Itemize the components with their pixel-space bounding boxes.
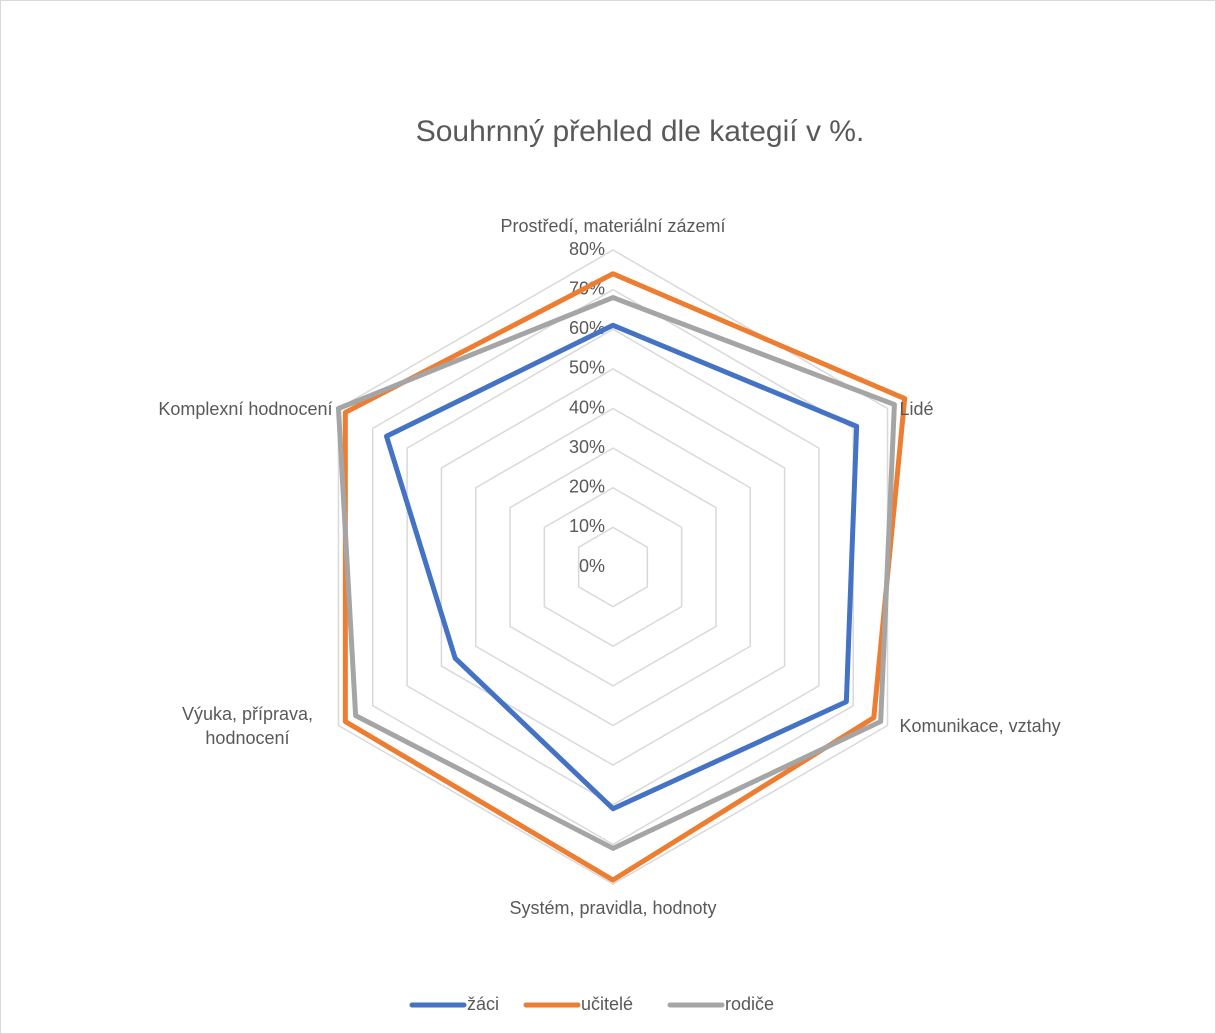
chart-title: Souhrnný přehled dle kategií v %. — [416, 115, 865, 148]
r-tick-label: 10% — [569, 516, 605, 536]
category-label: Lidé — [899, 398, 934, 419]
grid-ring — [577, 526, 649, 608]
series-line — [335, 295, 897, 851]
legend-label: rodiče — [725, 994, 774, 1014]
r-tick-label: 30% — [569, 437, 605, 457]
series-line — [342, 271, 908, 883]
grid-ring — [440, 368, 786, 766]
r-tick-label: 40% — [569, 397, 605, 417]
category-label: Prostředí, materiální zázemí — [500, 216, 726, 236]
category-label: Výuka, příprava, hodnocení — [181, 703, 313, 748]
legend-label: učitelé — [581, 994, 633, 1014]
r-tick-label: 60% — [569, 318, 605, 338]
r-tick-label: 20% — [569, 477, 605, 497]
r-tick-label: 50% — [569, 358, 605, 378]
r-tick-label: 80% — [569, 239, 605, 259]
category-label: Komplexní hodnocení — [158, 398, 333, 419]
category-label: Komunikace, vztahy — [899, 715, 1061, 736]
grid-ring — [406, 328, 820, 806]
grid-ring — [372, 288, 854, 846]
grid-ring — [474, 407, 752, 727]
grid-ring — [543, 486, 683, 648]
category-label: Systém, pravidla, hodnoty — [509, 898, 717, 918]
legend-label: žáci — [467, 994, 499, 1014]
r-tick-label: 0% — [579, 556, 605, 576]
grid-ring — [509, 447, 717, 687]
series-line — [384, 322, 860, 812]
